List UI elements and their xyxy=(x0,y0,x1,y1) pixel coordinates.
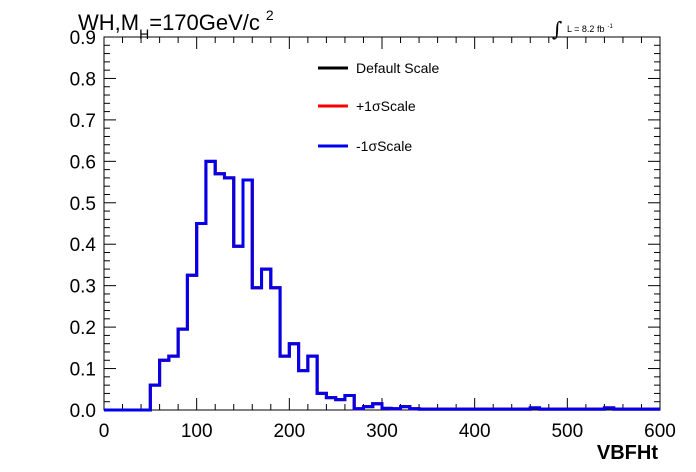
chart-title: WH,MH=170GeV/c 2 xyxy=(78,7,274,42)
chart-title-rest: =170GeV/c xyxy=(149,10,260,35)
legend-label-plus: +1σScale xyxy=(356,98,416,114)
chart-title-main: WH,M xyxy=(78,10,139,35)
y-tick-label: 0.9 xyxy=(70,28,96,49)
y-tick-label: 0.0 xyxy=(70,401,96,422)
y-tick-label: 0.1 xyxy=(70,360,96,381)
chart-title-sup: 2 xyxy=(266,7,274,23)
series-minus-1sigma xyxy=(104,159,660,412)
y-tick-label: 0.5 xyxy=(70,194,96,215)
legend: Default Scale +1σScale -1σScale xyxy=(318,60,439,154)
luminosity-exp: -1 xyxy=(607,24,613,30)
x-tick-label: 200 xyxy=(273,421,305,442)
x-tick-label: 100 xyxy=(181,421,213,442)
y-tick-label: 0.3 xyxy=(70,277,96,298)
x-tick-label: 0 xyxy=(99,421,110,442)
plot-frame xyxy=(103,36,661,411)
luminosity-integral: ∫ xyxy=(552,17,562,41)
legend-label-default: Default Scale xyxy=(356,60,439,76)
x-tick-label: 300 xyxy=(366,421,398,442)
series-layer xyxy=(104,159,660,412)
y-tick-label: 0.6 xyxy=(70,152,96,173)
x-tick-label: 400 xyxy=(459,421,491,442)
x-tick-label: 600 xyxy=(644,421,676,442)
legend-label-minus: -1σScale xyxy=(356,138,412,154)
y-tick-label: 0.4 xyxy=(70,235,97,256)
x-tick-label: 500 xyxy=(551,421,583,442)
y-tick-label: 0.2 xyxy=(70,318,96,339)
luminosity-text: L = 8.2 fb xyxy=(567,24,604,34)
chart-title-sub: H xyxy=(139,26,149,42)
axes: 0.0 0.1 0.2 0.3 0.4 0.5 0.6 0.7 0.8 0.9 0 100 200 300… xyxy=(70,28,676,442)
y-tick-label: 0.7 xyxy=(70,111,96,132)
y-tick-label: 0.8 xyxy=(70,69,96,90)
luminosity-label: L = 8.2 fb -1 xyxy=(567,24,613,34)
x-axis-title: VBFHt xyxy=(597,442,658,464)
